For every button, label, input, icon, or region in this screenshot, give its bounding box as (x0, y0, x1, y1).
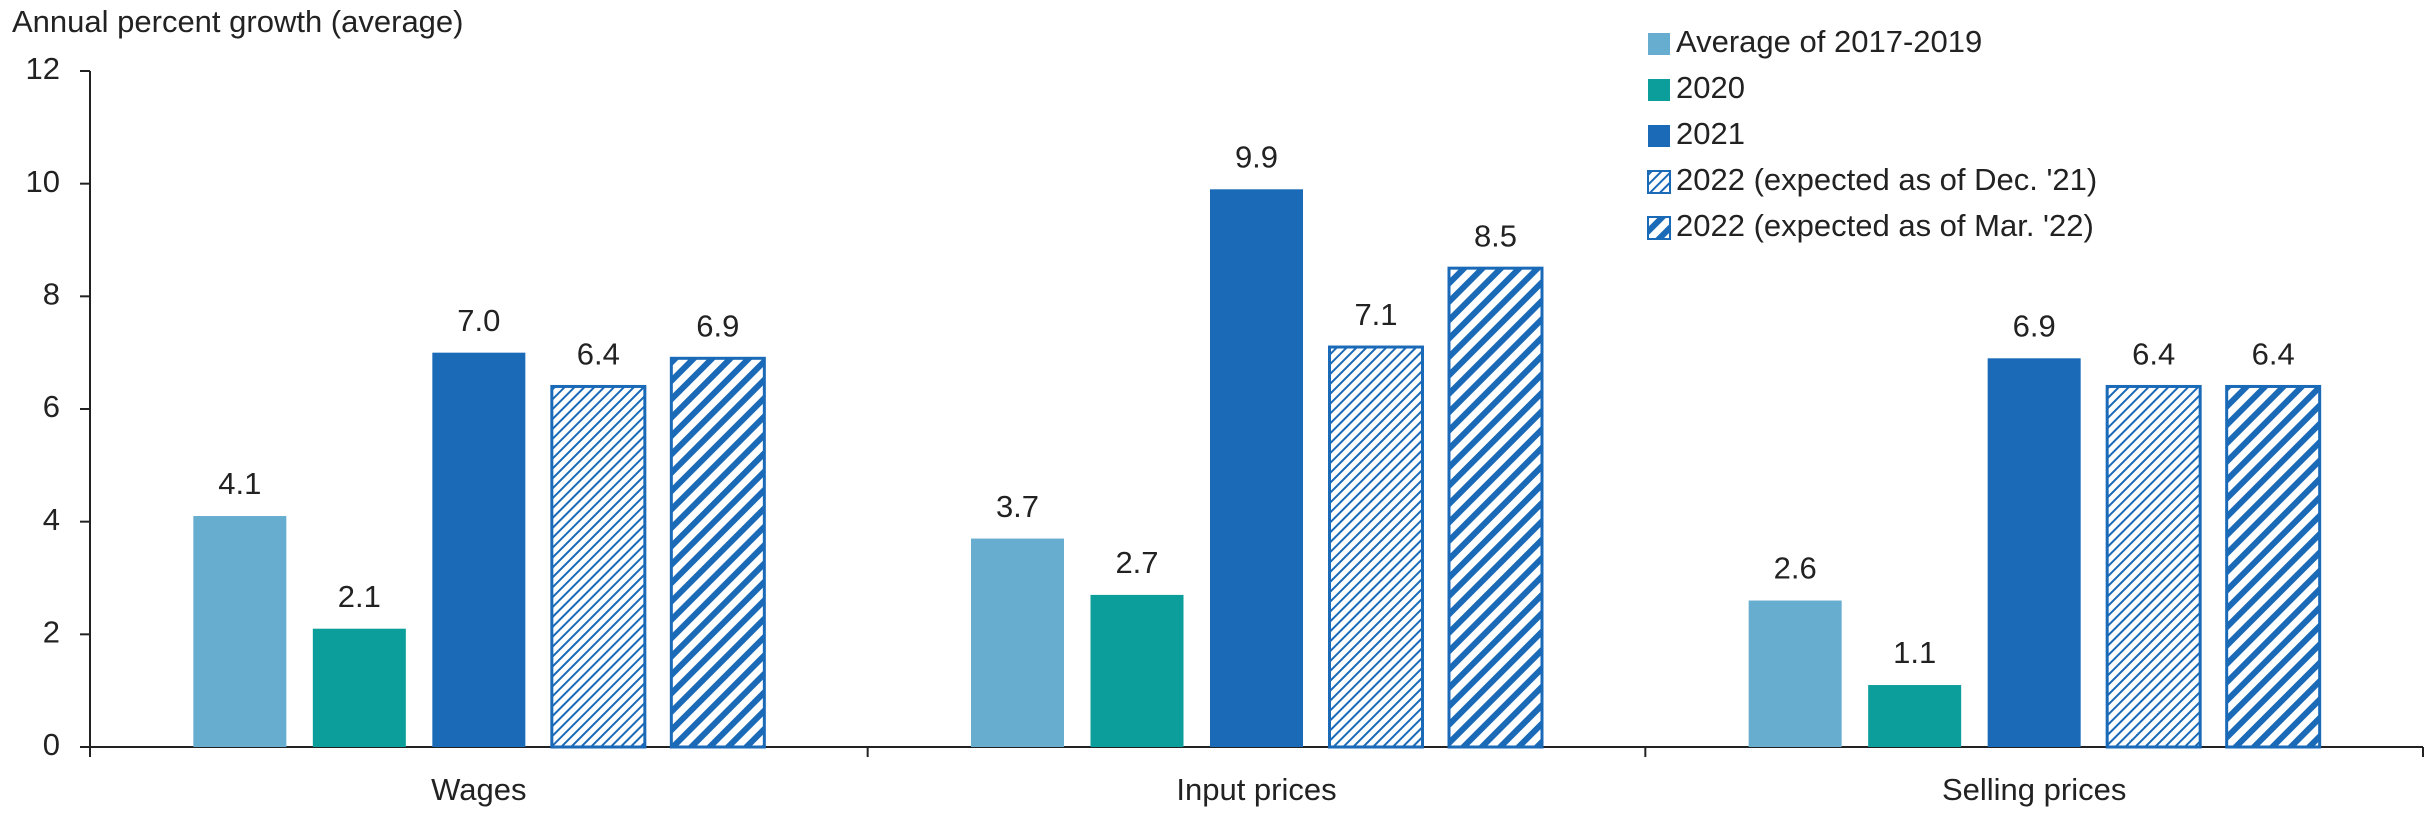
bar (1748, 600, 1842, 747)
value-label: 6.4 (577, 337, 620, 372)
y-axis-label: Annual percent growth (average) (12, 4, 463, 39)
legend-swatch (1648, 79, 1670, 101)
bar (1987, 358, 2081, 747)
legend-swatch (1648, 33, 1670, 55)
bar (2225, 384, 2322, 749)
legend-label: 2022 (expected as of Mar. '22) (1676, 208, 2094, 243)
value-label: 2.7 (1115, 545, 1158, 580)
y-tick-label: 0 (43, 727, 60, 762)
y-tick-label: 2 (43, 615, 60, 650)
bar (669, 356, 766, 749)
value-label: 2.1 (338, 579, 381, 614)
bar (1090, 594, 1184, 747)
value-label: 9.9 (1235, 139, 1278, 174)
x-tick-label: Selling prices (1942, 772, 2126, 807)
value-label: 3.7 (996, 489, 1039, 524)
bar (312, 628, 406, 747)
legend-swatch (1647, 170, 1671, 194)
y-tick-label: 12 (26, 51, 60, 86)
legend-swatch (1647, 216, 1671, 240)
legend-label: 2021 (1676, 116, 1745, 151)
value-label: 6.4 (2252, 337, 2295, 372)
x-tick-label: Wages (431, 772, 526, 807)
legend-swatch (1648, 125, 1670, 147)
value-label: 2.6 (1774, 551, 1817, 586)
bar (971, 538, 1064, 747)
value-label: 6.9 (696, 308, 739, 343)
x-tick-label: Input prices (1176, 772, 1336, 807)
value-label: 1.1 (1893, 635, 1936, 670)
bar (1328, 345, 1424, 749)
value-label: 6.9 (2013, 308, 2056, 343)
value-label: 7.1 (1354, 297, 1397, 332)
y-tick-label: 10 (26, 164, 60, 199)
bar (1447, 266, 1544, 749)
legend-label: 2020 (1676, 70, 1745, 105)
value-label: 6.4 (2132, 337, 2175, 372)
value-label: 7.0 (457, 303, 500, 338)
legend-label: 2022 (expected as of Dec. '21) (1676, 162, 2097, 197)
y-tick-label: 4 (43, 502, 60, 537)
bar (2105, 384, 2202, 749)
bar (432, 352, 526, 747)
bar (550, 384, 647, 749)
value-label: 4.1 (218, 466, 261, 501)
value-label: 8.5 (1474, 218, 1517, 253)
bar (193, 516, 287, 747)
bar (1868, 685, 1962, 747)
legend-label: Average of 2017-2019 (1676, 24, 1982, 59)
bar (1210, 189, 1303, 748)
y-tick-label: 8 (43, 277, 60, 312)
y-tick-label: 6 (43, 389, 60, 424)
